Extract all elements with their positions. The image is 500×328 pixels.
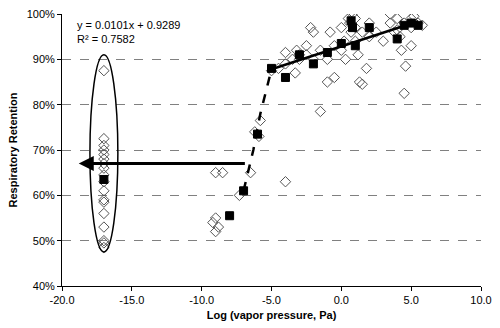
svg-text:-5.0: -5.0	[262, 294, 281, 306]
svg-text:Respiratory Retention: Respiratory Retention	[7, 92, 19, 207]
svg-text:70%: 70%	[33, 144, 55, 156]
svg-text:50%: 50%	[33, 235, 55, 247]
svg-text:100%: 100%	[27, 8, 55, 20]
svg-text:40%: 40%	[33, 280, 55, 292]
svg-text:-20.0: -20.0	[49, 294, 74, 306]
svg-text:5.0: 5.0	[404, 294, 419, 306]
svg-text:90%: 90%	[33, 53, 55, 65]
svg-text:Log (vapor pressure, Pa): Log (vapor pressure, Pa)	[207, 309, 337, 321]
svg-text:-10.0: -10.0	[189, 294, 214, 306]
svg-text:60%: 60%	[33, 189, 55, 201]
svg-text:10.0: 10.0	[470, 294, 491, 306]
svg-text:-15.0: -15.0	[119, 294, 144, 306]
svg-text:0.0: 0.0	[334, 294, 349, 306]
svg-text:80%: 80%	[33, 99, 55, 111]
svg-text:y = 0.0101x + 0.9289R² = 0.758: y = 0.0101x + 0.9289R² = 0.7582	[77, 19, 180, 45]
